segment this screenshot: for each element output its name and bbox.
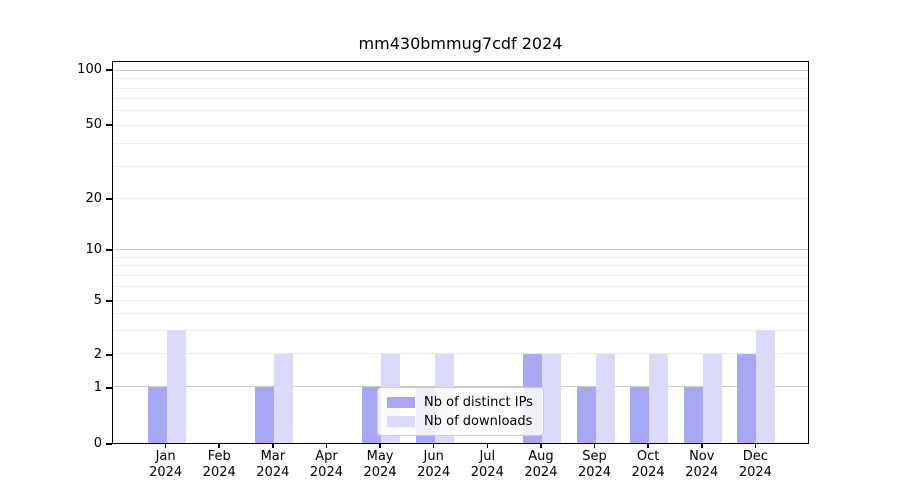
gridline-y-30 (113, 165, 808, 167)
legend-item-downloads: Nb of downloads (387, 414, 534, 429)
gridline-y-9 (113, 256, 808, 258)
gridline-y-80 (113, 87, 808, 89)
gridline-y-40 (113, 142, 808, 144)
y-tick-label-1: 1 (93, 380, 102, 395)
y-axis-tick-0 (106, 443, 112, 445)
x-tick-label-aug: Aug 2024 (524, 449, 558, 480)
y-tick-label-0: 0 (93, 436, 102, 451)
bar-distinct-ips-sep (576, 387, 596, 443)
gridline-y-90 (113, 78, 808, 80)
x-axis-tick-nov (701, 444, 703, 448)
gridline-y-1 (113, 386, 808, 388)
bar-downloads-dec (756, 330, 776, 443)
legend-item-distinct-ips: Nb of distinct IPs (387, 395, 534, 410)
x-tick-label-jun: Jun 2024 (417, 449, 451, 480)
x-axis-tick-apr (325, 444, 328, 448)
x-tick-label-may: May 2024 (363, 449, 397, 480)
x-tick-label-oct: Oct 2024 (631, 449, 665, 480)
gridline-y-60 (113, 110, 808, 112)
y-tick-label-5: 5 (93, 292, 102, 308)
y-tick-label-2: 2 (93, 346, 102, 362)
x-tick-label-sep: Sep 2024 (577, 449, 612, 480)
gridline-y-70 (113, 98, 808, 100)
bar-downloads-sep (595, 354, 615, 443)
y-axis-tick-1 (106, 387, 112, 389)
gridline-y-8 (113, 265, 808, 267)
x-axis-tick-oct (647, 444, 649, 448)
gridline-y-2 (113, 353, 808, 355)
y-tick-label-50: 50 (85, 116, 102, 132)
legend-swatch-downloads (387, 415, 415, 427)
x-axis-tick-dec (754, 444, 757, 448)
bar-downloads-aug (541, 354, 561, 443)
x-axis-tick-may (379, 444, 381, 448)
y-tick-label-100: 100 (77, 62, 102, 77)
y-axis-tick-10 (106, 249, 112, 251)
y-tick-label-10: 10 (85, 242, 102, 257)
x-axis-tick-mar (272, 444, 274, 448)
bar-distinct-ips-oct (630, 387, 650, 443)
bar-downloads-mar (273, 354, 293, 443)
gridline-y-50 (113, 124, 808, 126)
y-axis-tick-20 (106, 198, 112, 200)
bar-downloads-oct (649, 354, 669, 443)
legend: Nb of distinct IPs Nb of downloads (377, 387, 544, 436)
bar-distinct-ips-jan (147, 387, 167, 443)
x-axis-tick-sep (593, 444, 596, 448)
x-axis-tick-jun (432, 444, 435, 448)
plot-area (112, 61, 809, 444)
x-axis-tick-jul (486, 444, 489, 448)
x-tick-label-feb: Feb 2024 (202, 449, 236, 480)
gridline-y-3 (113, 329, 808, 331)
y-axis-tick-50 (106, 124, 112, 126)
x-axis-tick-feb (218, 444, 220, 448)
bar-distinct-ips-may (362, 387, 382, 443)
x-tick-label-mar: Mar 2024 (256, 449, 290, 480)
y-axis-tick-2 (106, 354, 112, 356)
x-tick-label-apr: Apr 2024 (309, 449, 343, 480)
bar-distinct-ips-dec (737, 354, 757, 443)
x-tick-label-nov: Nov 2024 (685, 449, 719, 480)
legend-label-distinct-ips: Nb of distinct IPs (424, 394, 533, 410)
gridline-y-100 (113, 69, 808, 71)
bar-distinct-ips-nov (683, 387, 703, 443)
bar-downloads-nov (702, 354, 722, 443)
chart-title: mm430bmmug7cdf 2024 (358, 34, 563, 53)
gridline-y-10 (113, 249, 808, 251)
gridline-y-5 (113, 299, 808, 301)
x-tick-label-jan: Jan 2024 (149, 449, 183, 480)
bar-distinct-ips-mar (254, 387, 274, 443)
y-axis-tick-100 (106, 69, 112, 71)
x-axis-tick-jan (164, 444, 167, 448)
x-tick-label-dec: Dec 2024 (738, 449, 772, 480)
bar-downloads-jan (166, 330, 186, 443)
y-tick-label-20: 20 (85, 190, 102, 206)
gridline-y-4 (113, 312, 808, 314)
gridline-y-20 (113, 198, 808, 200)
legend-swatch-distinct-ips (387, 396, 415, 408)
gridline-y-6 (113, 286, 808, 288)
legend-label-downloads: Nb of downloads (424, 413, 533, 429)
y-axis-tick-5 (106, 300, 112, 302)
x-tick-label-jul: Jul 2024 (470, 449, 504, 480)
x-axis-tick-aug (540, 444, 542, 448)
gridline-y-7 (113, 275, 808, 277)
